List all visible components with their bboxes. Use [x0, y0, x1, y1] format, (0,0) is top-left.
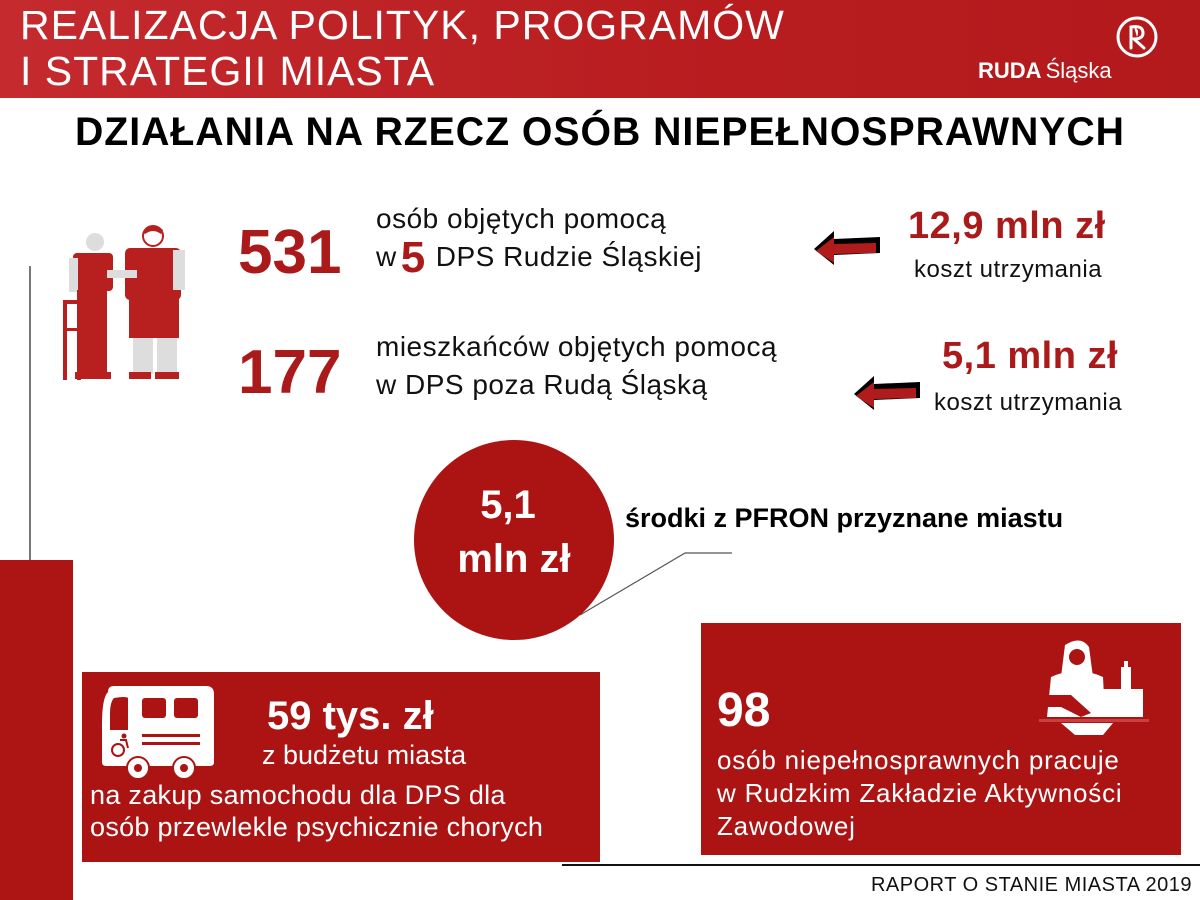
cost-value-dps-outside: 5,1 mln zł	[942, 335, 1119, 377]
arrow-left-icon	[814, 231, 880, 265]
logo-text-bold: RUDA	[978, 58, 1042, 83]
header-title-line-2: I STRATEGII MIASTA	[20, 48, 436, 94]
header-title: REALIZACJA POLITYK, PROGRAMÓW I STRATEGI…	[20, 2, 785, 94]
city-emblem-icon	[1116, 16, 1158, 58]
vehicle-description-line-2: osób przewlekle psychicznie chorych	[90, 812, 544, 842]
decorative-vertical-line	[29, 266, 31, 560]
stat-line-1: mieszkańców objętych pomocą	[376, 331, 778, 362]
decorative-red-bar	[0, 560, 73, 900]
sewing-worker-icon	[1039, 640, 1149, 735]
pfron-value-line-2: mln zł	[457, 537, 571, 581]
stat-line-2-prefix: w	[376, 241, 397, 272]
vehicle-amount: 59 tys. zł	[267, 694, 434, 738]
stat-description-outside-residents: mieszkańców objętych pomocą w DPS poza R…	[376, 328, 777, 404]
stat-line-2: w5 DPS Rudzie Śląskiej	[376, 236, 702, 280]
footer-divider	[562, 864, 1200, 866]
arrow-left-icon	[854, 376, 920, 410]
vehicle-purchase-card: 59 tys. zł z budżetu miasta na zakup sam…	[82, 672, 600, 862]
caregiver-with-elderly-icon	[63, 225, 185, 380]
city-logo-text: RUDA Śląska	[978, 58, 1112, 84]
pfron-label: środki z PFRON przyznane miastu	[625, 503, 1064, 533]
employment-card: 98 osób niepełnosprawnych pracuje w Rudz…	[701, 623, 1181, 855]
report-footer: RAPORT O STANIE MIASTA 2019	[870, 874, 1192, 896]
employment-line-3: Zawodowej	[717, 811, 856, 841]
pfron-amount-circle: 5,1 mln zł	[414, 440, 614, 640]
cost-value-dps-city: 12,9 mln zł	[908, 205, 1106, 247]
cost-label-dps-outside: koszt utrzymania	[934, 389, 1123, 416]
stat-number-dps-residents: 531	[238, 218, 342, 287]
employee-count: 98	[717, 684, 771, 737]
cost-label-dps-city: koszt utrzymania	[914, 256, 1103, 283]
employment-line-1: osób niepełnosprawnych pracuje	[717, 745, 1120, 775]
stat-description-dps-residents: osób objętych pomocą w5 DPS Rudzie Śląski…	[376, 200, 702, 280]
section-title: DZIAŁANIA NA RZECZ OSÓB NIEPEŁNOSPRAWNYC…	[75, 110, 1125, 154]
stat-line-2: w DPS poza Rudą Śląską	[376, 369, 708, 400]
header-title-line-1: REALIZACJA POLITYK, PROGRAMÓW	[20, 2, 785, 48]
accessible-bus-icon	[102, 686, 214, 780]
stat-number-outside-residents: 177	[238, 338, 342, 407]
dps-count-highlight: 5	[400, 233, 426, 282]
employment-line-2: w Rudzkim Zakładzie Aktywności	[717, 778, 1123, 808]
header-banner: REALIZACJA POLITYK, PROGRAMÓW I STRATEGI…	[0, 0, 1200, 98]
stat-line-1: osób objętych pomocą	[376, 203, 667, 234]
logo-text-regular: Śląska	[1045, 58, 1112, 83]
stat-line-2-suffix: DPS Rudzie Śląskiej	[435, 241, 702, 272]
vehicle-description-line-1: na zakup samochodu dla DPS dla	[90, 780, 506, 810]
vehicle-source: z budżetu miasta	[262, 740, 467, 770]
pfron-value-line-1: 5,1	[480, 483, 536, 527]
